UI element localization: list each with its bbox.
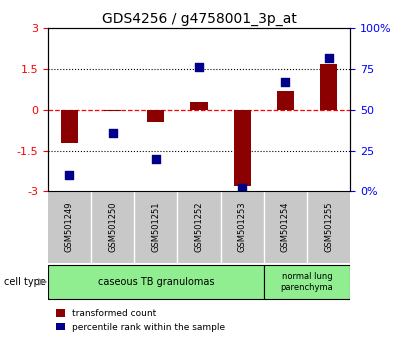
Bar <box>190 102 208 110</box>
Bar <box>320 64 337 110</box>
Text: cell type: cell type <box>4 277 46 287</box>
Text: GSM501254: GSM501254 <box>281 202 290 252</box>
Text: GSM501250: GSM501250 <box>108 202 117 252</box>
Text: GSM501251: GSM501251 <box>151 202 160 252</box>
Text: caseous TB granulomas: caseous TB granulomas <box>98 277 214 287</box>
Text: GSM501249: GSM501249 <box>65 202 74 252</box>
Bar <box>48 265 264 299</box>
Bar <box>61 110 78 143</box>
Bar <box>264 265 350 299</box>
Legend: transformed count, percentile rank within the sample: transformed count, percentile rank withi… <box>52 306 229 335</box>
Point <box>66 172 72 178</box>
Bar <box>234 110 251 186</box>
Text: GSM501253: GSM501253 <box>238 202 247 252</box>
Bar <box>277 91 294 110</box>
Text: GSM501252: GSM501252 <box>195 202 203 252</box>
Point <box>109 130 116 136</box>
Bar <box>147 110 164 122</box>
Point <box>152 156 159 162</box>
Bar <box>104 110 121 111</box>
Point <box>239 185 246 191</box>
Point <box>326 55 332 61</box>
Title: GDS4256 / g4758001_3p_at: GDS4256 / g4758001_3p_at <box>101 12 297 26</box>
Point <box>196 65 202 70</box>
Point <box>282 79 289 85</box>
Text: normal lung
parenchyma: normal lung parenchyma <box>281 272 334 292</box>
Text: GSM501255: GSM501255 <box>324 202 333 252</box>
